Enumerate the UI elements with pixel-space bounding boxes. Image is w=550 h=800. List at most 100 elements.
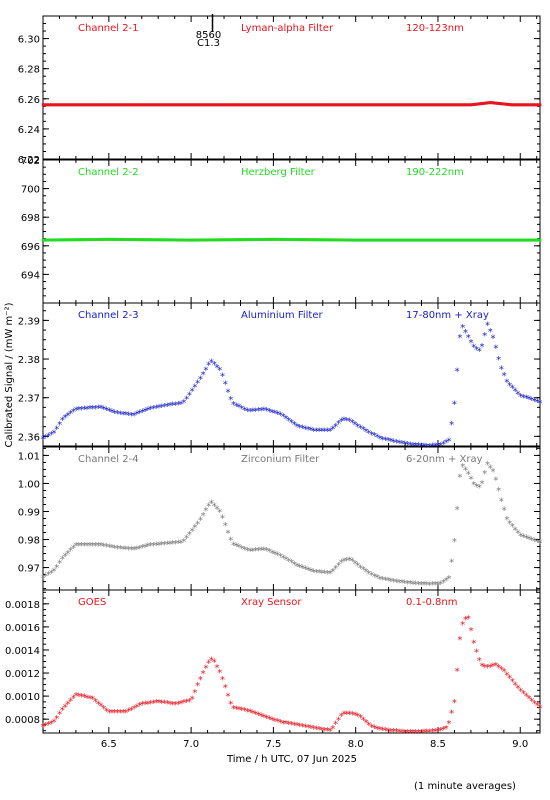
data-point	[113, 103, 116, 107]
data-point: *	[405, 579, 410, 590]
data-point: *	[129, 411, 134, 422]
data-point	[528, 238, 532, 242]
data-point: *	[52, 718, 57, 729]
data-point	[321, 103, 325, 107]
data-point	[151, 238, 154, 242]
data-point	[454, 103, 457, 107]
data-point: *	[399, 578, 404, 589]
data-point	[316, 103, 320, 107]
data-point	[157, 238, 161, 242]
data-point	[333, 238, 336, 242]
data-point	[283, 103, 287, 107]
data-point	[209, 238, 212, 242]
data-point: *	[350, 710, 355, 721]
data-point: *	[65, 699, 70, 710]
data-point: *	[474, 648, 479, 659]
data-point	[401, 238, 404, 242]
data-point	[358, 103, 361, 107]
data-point: *	[504, 515, 509, 526]
data-point	[301, 238, 305, 242]
data-point: *	[355, 561, 360, 572]
data-point	[255, 103, 259, 107]
y-tick-label: 2.37	[18, 394, 40, 405]
data-point: *	[336, 419, 341, 430]
data-point	[527, 103, 530, 107]
data-point: *	[471, 638, 476, 649]
data-point	[119, 237, 123, 241]
data-point	[121, 103, 124, 107]
data-point: *	[397, 727, 402, 738]
data-point	[78, 238, 81, 242]
data-point	[320, 238, 323, 242]
data-point	[300, 238, 303, 242]
data-point: *	[60, 554, 65, 565]
data-point: *	[441, 725, 446, 736]
data-point: *	[57, 559, 62, 570]
y-tick-label: 702	[21, 156, 40, 167]
data-point	[499, 238, 502, 242]
data-point	[373, 103, 376, 107]
data-point: *	[369, 430, 374, 441]
data-point	[45, 103, 48, 107]
data-point: *	[325, 726, 330, 737]
data-point: *	[43, 721, 48, 732]
data-point: *	[283, 555, 288, 566]
data-point: *	[311, 567, 316, 578]
panel-3: 2.36 2.37 2.38 2.39 Channel 2-3 Aluminium Fil…	[18, 302, 543, 453]
data-point: *	[98, 541, 103, 552]
data-point: *	[154, 403, 159, 414]
data-point	[174, 103, 177, 107]
data-point	[88, 238, 91, 242]
data-point	[93, 103, 96, 107]
data-point	[277, 237, 280, 241]
data-point	[381, 103, 385, 107]
data-point	[147, 103, 151, 107]
y-tick-label: 0.0012	[5, 669, 40, 680]
data-point: *	[237, 705, 242, 716]
data-point: *	[441, 578, 446, 589]
data-point: *	[314, 568, 319, 579]
data-point	[53, 103, 56, 107]
data-point	[63, 238, 66, 242]
y-tick-label: 6.26	[18, 95, 40, 106]
data-point	[212, 103, 216, 107]
data-point	[444, 103, 447, 107]
series-2-points	[41, 237, 542, 242]
data-point: *	[524, 533, 529, 544]
data-point: *	[408, 728, 413, 739]
data-point	[79, 103, 83, 107]
data-point: *	[239, 706, 244, 717]
data-point	[513, 238, 517, 242]
data-point: *	[179, 400, 184, 411]
data-point	[353, 103, 356, 107]
data-point: *	[419, 728, 424, 739]
data-point: *	[63, 413, 68, 424]
data-point	[212, 238, 216, 242]
data-point	[197, 238, 201, 242]
data-point: *	[496, 355, 501, 366]
data-point: *	[156, 698, 161, 709]
data-point	[252, 238, 255, 242]
data-point: *	[427, 727, 432, 738]
data-point: *	[416, 580, 421, 591]
data-point	[46, 238, 50, 242]
data-point: *	[328, 727, 333, 738]
data-point: *	[281, 412, 286, 423]
data-point	[268, 103, 272, 107]
data-point: *	[350, 556, 355, 567]
data-point	[494, 101, 497, 105]
data-point: *	[129, 705, 134, 716]
data-point: *	[112, 408, 117, 419]
series-4-points: ****************************************…	[41, 460, 543, 591]
data-point: *	[402, 439, 407, 450]
data-point: *	[82, 693, 87, 704]
data-point	[106, 103, 110, 107]
data-point	[291, 103, 295, 107]
data-point	[460, 238, 464, 242]
data-point	[195, 238, 199, 242]
data-point: *	[256, 546, 261, 557]
x-tick-label: 7.0	[183, 739, 199, 750]
data-point	[217, 238, 221, 242]
data-point	[66, 103, 70, 107]
data-point	[265, 237, 269, 241]
